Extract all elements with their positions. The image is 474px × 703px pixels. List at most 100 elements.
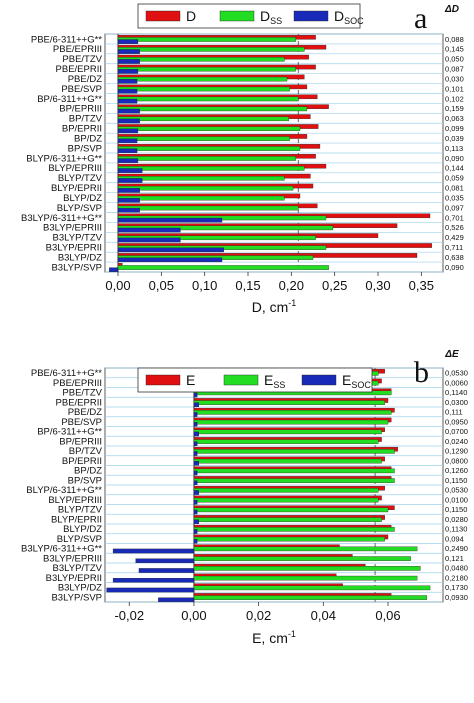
category-label: BLYP/TZV bbox=[58, 505, 103, 516]
bar-DSS bbox=[117, 185, 294, 191]
bar-DSOC bbox=[117, 158, 139, 163]
bar-DSS bbox=[117, 57, 285, 62]
x-tick-label: 0,20 bbox=[279, 278, 304, 293]
bar-ESS bbox=[193, 410, 392, 415]
bar-ESS bbox=[193, 566, 421, 571]
delta-label: 0,059 bbox=[445, 174, 464, 183]
category-label: BP/TZV bbox=[69, 446, 103, 457]
delta-label: 0,1290 bbox=[445, 447, 468, 456]
bar-DSOC bbox=[117, 257, 223, 263]
category-label: BP/6-311++G** bbox=[37, 94, 102, 105]
bar-ESS bbox=[193, 585, 431, 591]
bar-ESOC bbox=[193, 451, 198, 456]
category-label: BLYP/DZ bbox=[63, 524, 102, 535]
bar-ESOC bbox=[193, 421, 198, 427]
category-label: PBE/SVP bbox=[61, 417, 102, 428]
bar-DSS bbox=[117, 205, 299, 211]
bar-ESS bbox=[193, 517, 382, 522]
bar-DSS bbox=[117, 156, 296, 161]
delta-label: 0,0480 bbox=[445, 564, 468, 573]
x-axis-label-exponent: -1 bbox=[288, 629, 296, 639]
bar-ESS bbox=[193, 458, 382, 464]
bar-DSOC bbox=[117, 39, 139, 44]
bar-ESOC bbox=[193, 412, 198, 417]
bar-ESS bbox=[193, 400, 385, 405]
delta-label: 0,090 bbox=[445, 154, 464, 163]
x-tick-label: 0,05 bbox=[149, 278, 174, 293]
delta-label: 0,088 bbox=[445, 35, 464, 44]
bar-DSOC bbox=[117, 237, 181, 243]
category-label: B3LYP/EPRIII bbox=[43, 223, 102, 234]
bar-ESS bbox=[193, 595, 428, 600]
bar-ESOC bbox=[193, 431, 199, 437]
category-label: BP/EPRII bbox=[62, 124, 102, 135]
delta-label: 0,1140 bbox=[445, 388, 467, 397]
category-label: BLYP/EPRII bbox=[51, 514, 102, 525]
bar-ESS bbox=[193, 429, 382, 435]
bar-ESOC bbox=[112, 577, 195, 583]
category-label: BLYP/EPRIII bbox=[48, 495, 102, 506]
bar-DSS bbox=[117, 66, 296, 72]
bar-DSS bbox=[117, 106, 308, 112]
legend-swatch bbox=[219, 10, 255, 22]
bar-DSOC bbox=[117, 88, 138, 94]
category-label: B3LYP/EPRII bbox=[46, 243, 102, 254]
bar-DSOC bbox=[117, 69, 139, 74]
category-label: BLYP/TZV bbox=[58, 173, 103, 184]
category-label: PBE/TZV bbox=[62, 388, 102, 399]
bar-ESOC bbox=[193, 519, 199, 525]
delta-label: 0,144 bbox=[445, 164, 464, 173]
category-label: B3LYP/DZ bbox=[58, 583, 102, 594]
bar-ESS bbox=[193, 507, 389, 513]
delta-label: 0,102 bbox=[445, 94, 464, 103]
delta-label: 0,0060 bbox=[445, 378, 468, 387]
category-label: B3LYP/TZV bbox=[53, 233, 103, 244]
bar-DSOC bbox=[117, 128, 139, 134]
bar-DSS bbox=[117, 265, 329, 270]
category-label: BLYP/6-311++G** bbox=[26, 485, 102, 496]
delta-label: 0,090 bbox=[445, 263, 464, 272]
bar-ESS bbox=[193, 546, 418, 552]
category-label: BP/SVP bbox=[68, 475, 102, 486]
delta-label: 0,2490 bbox=[445, 544, 468, 553]
category-label: B3LYP/TZV bbox=[53, 563, 103, 574]
delta-label: 0,1150 bbox=[445, 476, 467, 485]
bar-DSOC bbox=[117, 79, 138, 84]
x-axis-label: D, cm-1 bbox=[252, 298, 297, 315]
x-axis-label-exponent: -1 bbox=[288, 298, 296, 308]
bar-ESS bbox=[193, 527, 395, 532]
bar-ESOC bbox=[158, 597, 195, 603]
category-label: BP/EPRIII bbox=[59, 436, 102, 447]
bar-ESS bbox=[193, 497, 379, 503]
bar-ESOC bbox=[193, 499, 198, 505]
x-tick-label: 0,00 bbox=[181, 608, 206, 623]
category-label: BP/EPRII bbox=[62, 456, 102, 467]
delta-label: 0,0300 bbox=[445, 398, 468, 407]
legend-swatch bbox=[293, 10, 329, 22]
delta-label: 0,711 bbox=[445, 243, 463, 252]
bar-DSS bbox=[117, 96, 299, 102]
bar-DSOC bbox=[117, 178, 143, 183]
category-label: PBE/EPRIII bbox=[53, 44, 102, 55]
bar-DSS bbox=[117, 126, 301, 131]
bar-ESS bbox=[193, 439, 379, 444]
x-tick-label: 0,25 bbox=[322, 278, 347, 293]
delta-label: 0,0530 bbox=[445, 486, 468, 495]
bar-DSOC bbox=[117, 108, 140, 114]
bar-DSOC bbox=[117, 217, 223, 223]
legend-swatch bbox=[145, 374, 181, 386]
bar-ESS bbox=[193, 556, 411, 561]
delta-label: 0,0280 bbox=[445, 515, 468, 524]
bar-DSOC bbox=[109, 267, 119, 272]
category-label: PBE/6-311++G** bbox=[31, 34, 102, 45]
x-tick-label: -0,02 bbox=[114, 608, 144, 623]
delta-label: 0,1730 bbox=[445, 583, 468, 592]
bar-DSS bbox=[117, 166, 305, 171]
delta-label: 0,0240 bbox=[445, 437, 468, 446]
delta-label: 0,145 bbox=[445, 45, 464, 54]
x-tick-label: 0,02 bbox=[246, 608, 271, 623]
legend-swatch bbox=[223, 374, 259, 386]
bar-DSOC bbox=[117, 188, 140, 193]
delta-label: 0,113 bbox=[445, 144, 463, 153]
delta-label: 0,0950 bbox=[445, 417, 468, 426]
